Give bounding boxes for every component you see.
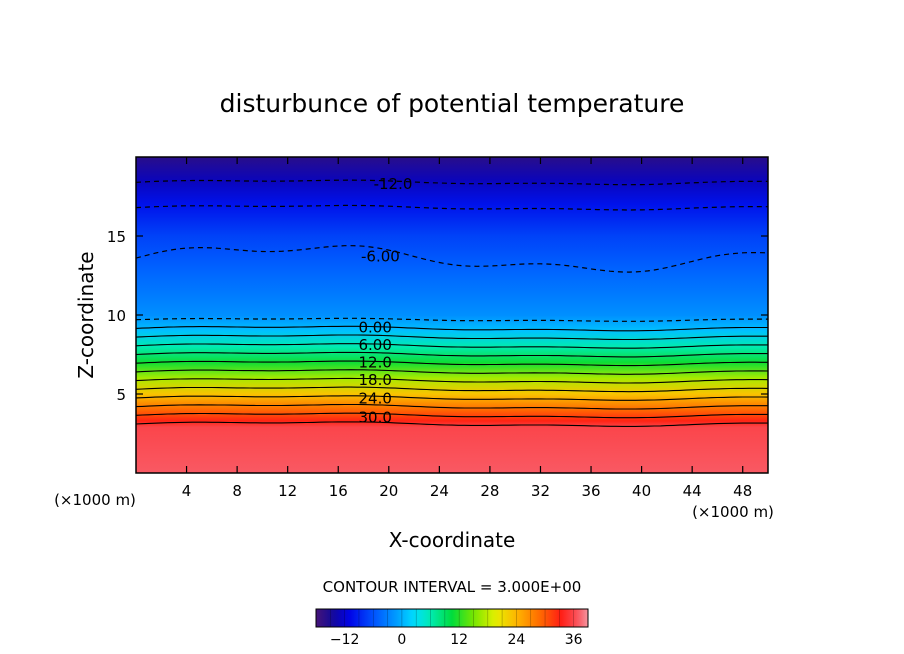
contour-line	[136, 360, 768, 367]
y-tick-label: 10	[107, 307, 126, 325]
contour-line	[136, 325, 768, 332]
contour-line	[136, 245, 768, 273]
colorbar-ticks: −12 0 12 24 36	[315, 609, 589, 648]
contour-label: -12.0	[374, 175, 413, 193]
contour-label: -6.00	[361, 248, 400, 266]
contour-label: 24.0	[359, 390, 392, 408]
contour-line	[136, 179, 768, 186]
colorbar-gradient	[315, 608, 589, 628]
contour-line	[136, 403, 768, 410]
contour-line	[136, 334, 768, 341]
x-tick-label: 48	[733, 482, 752, 500]
contour-line	[136, 421, 768, 427]
contour-lines	[136, 179, 768, 427]
x-tick-label: 44	[683, 482, 702, 500]
contour-line	[136, 351, 768, 358]
x-tick-label: 24	[430, 482, 449, 500]
x-tick-label: 32	[531, 482, 550, 500]
colorbar-tick-label: −12	[330, 632, 360, 648]
x-tick-label: 36	[581, 482, 600, 500]
x-axis: 4 8 12 16 20 24 28 32 36 40 44 48	[182, 157, 752, 500]
x-tick-label: 4	[182, 482, 192, 500]
colorbar-tick-label: 12	[450, 632, 468, 648]
y-axis-label: Z-coordinate	[74, 251, 98, 378]
contour-line	[136, 343, 768, 349]
y-axis: 5 10 15	[107, 228, 768, 404]
x-tick-label: 8	[232, 482, 242, 500]
x-tick-label: 28	[480, 482, 499, 500]
contour-line	[136, 317, 768, 322]
contour-label: 18.0	[359, 371, 392, 389]
x-tick-label: 20	[379, 482, 398, 500]
colorbar-tick-label: 0	[397, 632, 406, 648]
contour-line	[136, 377, 768, 384]
contour-line	[136, 369, 768, 375]
contour-label: 30.0	[359, 409, 392, 427]
colorbar: −12 0 12 24 36	[315, 608, 589, 648]
x-axis-label: X-coordinate	[389, 528, 516, 552]
x-tick-label: 12	[278, 482, 297, 500]
colorbar-tick-label: 24	[508, 632, 526, 648]
y-tick-label: 15	[107, 228, 126, 246]
contour-label: 0.00	[359, 319, 392, 337]
contour-label: 6.00	[359, 336, 392, 354]
x-unit-right: (×1000 m)	[692, 503, 774, 521]
contour-line	[136, 412, 768, 419]
x-tick-label: 40	[632, 482, 651, 500]
x-unit-left: (×1000 m)	[54, 491, 136, 509]
colorbar-tick-label: 36	[565, 632, 583, 648]
contour-line	[136, 395, 768, 401]
y-tick-label: 5	[116, 386, 126, 404]
contour-line	[136, 204, 768, 211]
contour-line	[136, 386, 768, 393]
chart-title: disturbunce of potential temperature	[220, 89, 685, 118]
contour-label: 12.0	[359, 353, 392, 371]
contour-interval-text: CONTOUR INTERVAL = 3.000E+00	[323, 578, 582, 596]
x-tick-label: 16	[329, 482, 348, 500]
